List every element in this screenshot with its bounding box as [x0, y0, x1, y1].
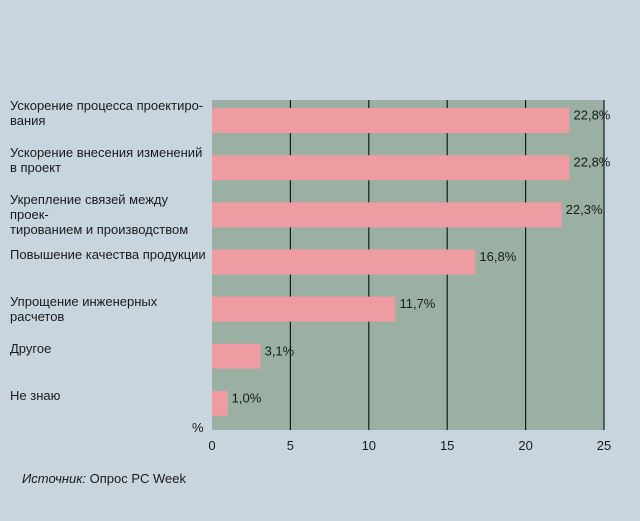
x-tick-label: 5 — [287, 438, 294, 453]
bar — [212, 108, 570, 134]
value-label: 3,1% — [265, 343, 295, 358]
x-tick-label: 25 — [597, 438, 611, 453]
bar — [212, 155, 570, 181]
x-axis-ticks: 0 5 10 15 20 25 — [208, 438, 611, 453]
x-tick-label: 15 — [440, 438, 454, 453]
category-label: Другое — [10, 341, 52, 357]
value-label: 11,7% — [399, 296, 435, 311]
bars — [212, 108, 570, 416]
bar — [212, 249, 476, 275]
x-tick-label: 10 — [362, 438, 376, 453]
source-note: Источник: Опрос PC Week — [22, 471, 186, 486]
bar — [212, 202, 562, 228]
unit-label: % — [192, 420, 204, 435]
value-label: 1,0% — [232, 390, 262, 405]
bar — [212, 343, 261, 369]
value-label: 16,8% — [479, 249, 516, 264]
bar — [212, 296, 396, 322]
category-label: Ускорение внесения изменений в проект — [10, 145, 203, 176]
value-labels: 22,8% 22,8% 22,3% 16,8% 11,7% 3,1% 1,0% — [232, 108, 611, 406]
category-label: Укрепление связей между проек- тирование… — [10, 192, 189, 238]
x-tick-label: 20 — [518, 438, 532, 453]
x-tick-label: 0 — [208, 438, 215, 453]
value-label: 22,8% — [574, 108, 611, 123]
source-text: Опрос PC Week — [86, 471, 187, 486]
value-label: 22,8% — [574, 155, 611, 170]
category-label: Не знаю — [10, 388, 61, 404]
value-label: 22,3% — [566, 202, 603, 217]
category-label: Повышение качества продукции — [10, 247, 206, 262]
source-prefix: Источник: — [22, 471, 86, 486]
bar — [212, 390, 228, 416]
category-label: Упрощение инженерных расчетов — [10, 294, 158, 325]
category-label: Ускорение процесса проектиро- вания — [10, 98, 204, 129]
